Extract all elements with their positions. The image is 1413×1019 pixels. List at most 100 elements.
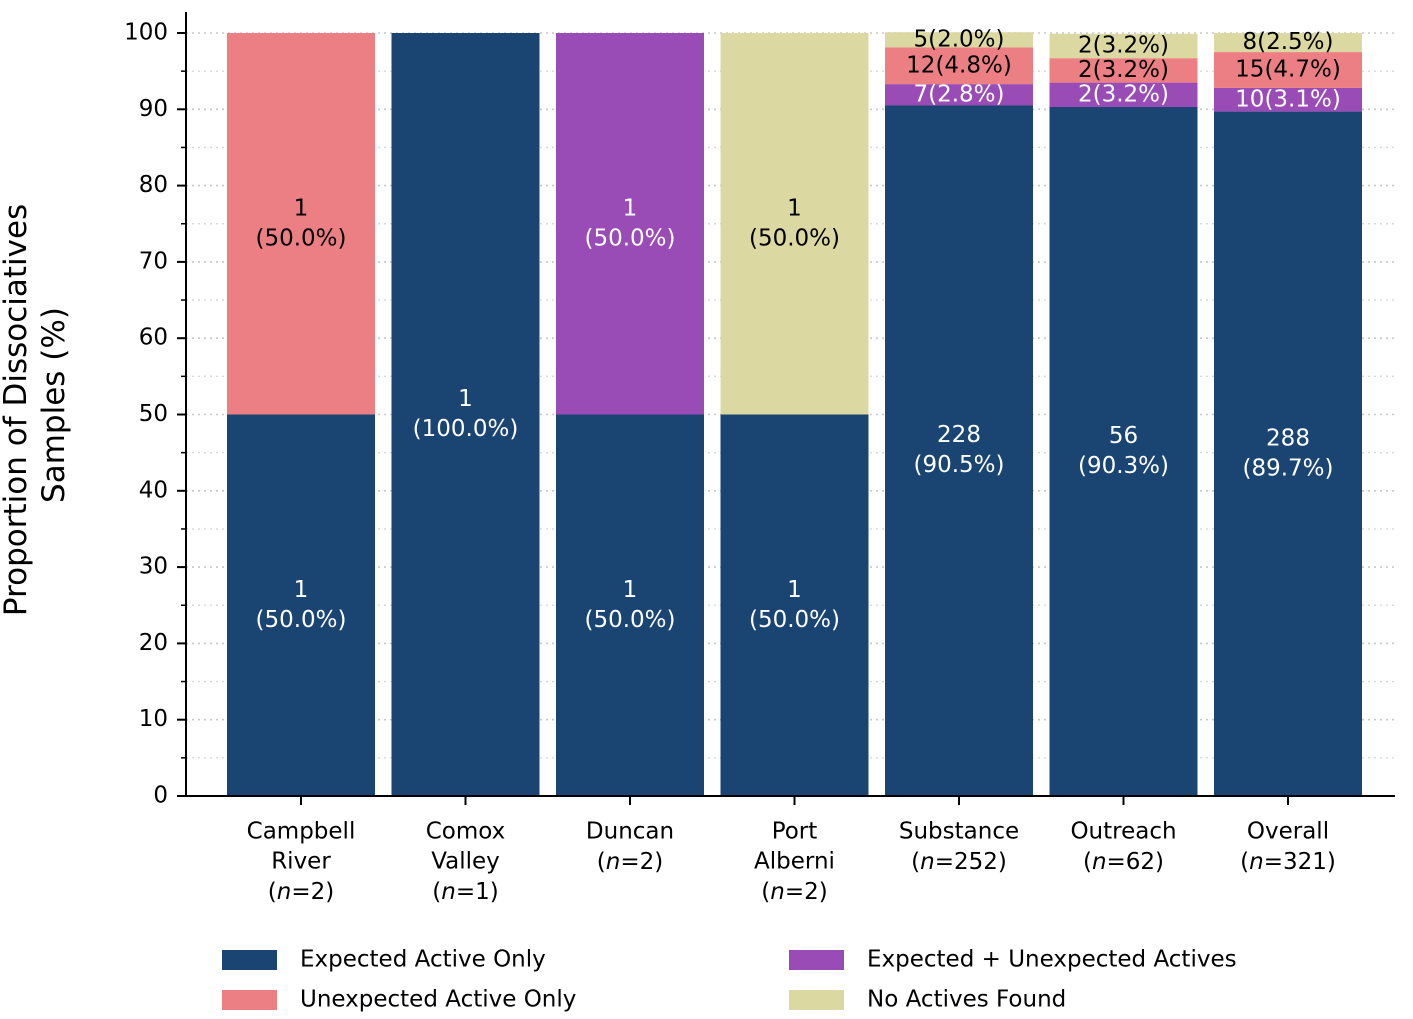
x-tick-label: (n=252) [911, 849, 1007, 875]
label-part: n [770, 879, 785, 905]
value-label: 1 [623, 577, 638, 603]
legend-swatch [222, 950, 277, 970]
bar-segment [885, 84, 1033, 106]
value-label: (50.0%) [584, 225, 675, 251]
value-label: 8(2.5%) [1242, 29, 1333, 55]
y-tick-label: 80 [139, 172, 168, 198]
legend-swatch [789, 950, 844, 970]
x-tick-label: (n=62) [1083, 849, 1164, 875]
value-label: (90.5%) [913, 452, 1004, 478]
y-tick-label: 90 [139, 96, 168, 122]
label-part: =1) [456, 879, 499, 905]
value-label: (89.7%) [1242, 455, 1333, 481]
bar-segment [1214, 87, 1362, 112]
bar-segment [885, 47, 1033, 85]
bar-segment [391, 33, 540, 796]
label-part: =62) [1107, 849, 1165, 875]
bar-segment [720, 33, 869, 415]
bar-segment [720, 414, 869, 796]
value-label: (50.0%) [749, 607, 840, 633]
label-part: ( [432, 879, 441, 905]
x-tick-label: Alberni [754, 849, 835, 875]
bar-segment [885, 32, 1033, 48]
label-part: ( [597, 849, 606, 875]
label-part: ( [911, 849, 920, 875]
value-label: (50.0%) [749, 225, 840, 251]
label-part: ( [268, 879, 277, 905]
y-tick-label: 30 [139, 554, 168, 580]
x-tick-label: River [271, 849, 331, 875]
value-label: 2(3.2%) [1078, 57, 1169, 83]
x-tick-label: (n=2) [597, 849, 663, 875]
bar-segment [227, 33, 375, 415]
value-label: 1 [623, 195, 638, 221]
label-part: n [277, 879, 292, 905]
value-label: 1 [787, 195, 802, 221]
x-tick-label: (n=2) [268, 879, 334, 905]
x-tick-label: Comox [426, 819, 506, 845]
label-part: ( [1240, 849, 1249, 875]
label-part: n [1092, 849, 1107, 875]
value-label: 10(3.1%) [1235, 86, 1341, 112]
x-tick-label: (n=2) [761, 879, 827, 905]
label-part: n [1249, 849, 1264, 875]
value-label: (50.0%) [255, 607, 346, 633]
value-label: (50.0%) [584, 607, 675, 633]
y-tick-label: 0 [153, 783, 168, 809]
label-part: =252) [935, 849, 1007, 875]
y-axis-label: Proportion of Dissociatives Samples (%) [0, 194, 72, 616]
legend-label: Unexpected Active Only [300, 987, 576, 1013]
bar-segment [1049, 107, 1198, 797]
label-part: n [441, 879, 456, 905]
label-part: n [920, 849, 935, 875]
x-tick-label: Substance [899, 819, 1019, 845]
label-part: ( [1083, 849, 1092, 875]
bar-segment [1214, 111, 1362, 797]
bar-segment [885, 105, 1033, 797]
bar-segment [1049, 58, 1198, 83]
value-label: 7(2.8%) [913, 81, 1004, 107]
legend-swatch [222, 990, 277, 1010]
bar-segment [556, 414, 704, 796]
value-label: 1 [787, 577, 802, 603]
y-tick-label: 20 [139, 630, 168, 656]
value-label: (90.3%) [1078, 453, 1169, 479]
value-label: 2(3.2%) [1078, 32, 1169, 58]
bar-segment [1049, 33, 1198, 59]
x-tick-label: Duncan [586, 819, 674, 845]
x-tick-label: Port [772, 819, 818, 845]
legend-label: No Actives Found [867, 987, 1066, 1013]
value-label: 1 [458, 386, 473, 412]
y-tick-label: 70 [139, 248, 168, 274]
value-label: 12(4.8%) [906, 52, 1012, 78]
legend-label: Expected Active Only [300, 947, 546, 973]
label-part: =321) [1264, 849, 1336, 875]
y-tick-label: 10 [139, 706, 168, 732]
legend-swatch [789, 990, 844, 1010]
bar-segment [1214, 52, 1362, 88]
x-tick-label: Outreach [1070, 819, 1176, 845]
x-tick-label: Overall [1247, 819, 1329, 845]
label-part: n [606, 849, 621, 875]
y-tick-label: 100 [124, 20, 168, 46]
value-label: 1 [294, 577, 309, 603]
x-tick-label: (n=1) [432, 879, 498, 905]
value-label: 15(4.7%) [1235, 57, 1341, 83]
x-tick-label: Valley [431, 849, 500, 875]
value-label: 288 [1266, 425, 1310, 451]
y-axis-label-line: Proportion of Dissociatives [0, 204, 34, 616]
y-tick-label: 40 [139, 477, 168, 503]
x-tick-label: Campbell [247, 819, 356, 845]
value-label: 228 [937, 422, 981, 448]
value-label: (50.0%) [255, 225, 346, 251]
label-part: =2) [620, 849, 663, 875]
bar-segment [556, 33, 704, 415]
label-part: =2) [785, 879, 828, 905]
label-part: ( [761, 879, 770, 905]
bar-segment [227, 414, 375, 796]
y-axis-label-line: Samples (%) [36, 307, 72, 503]
x-tick-label: (n=321) [1240, 849, 1336, 875]
bar-segment [1049, 82, 1198, 108]
